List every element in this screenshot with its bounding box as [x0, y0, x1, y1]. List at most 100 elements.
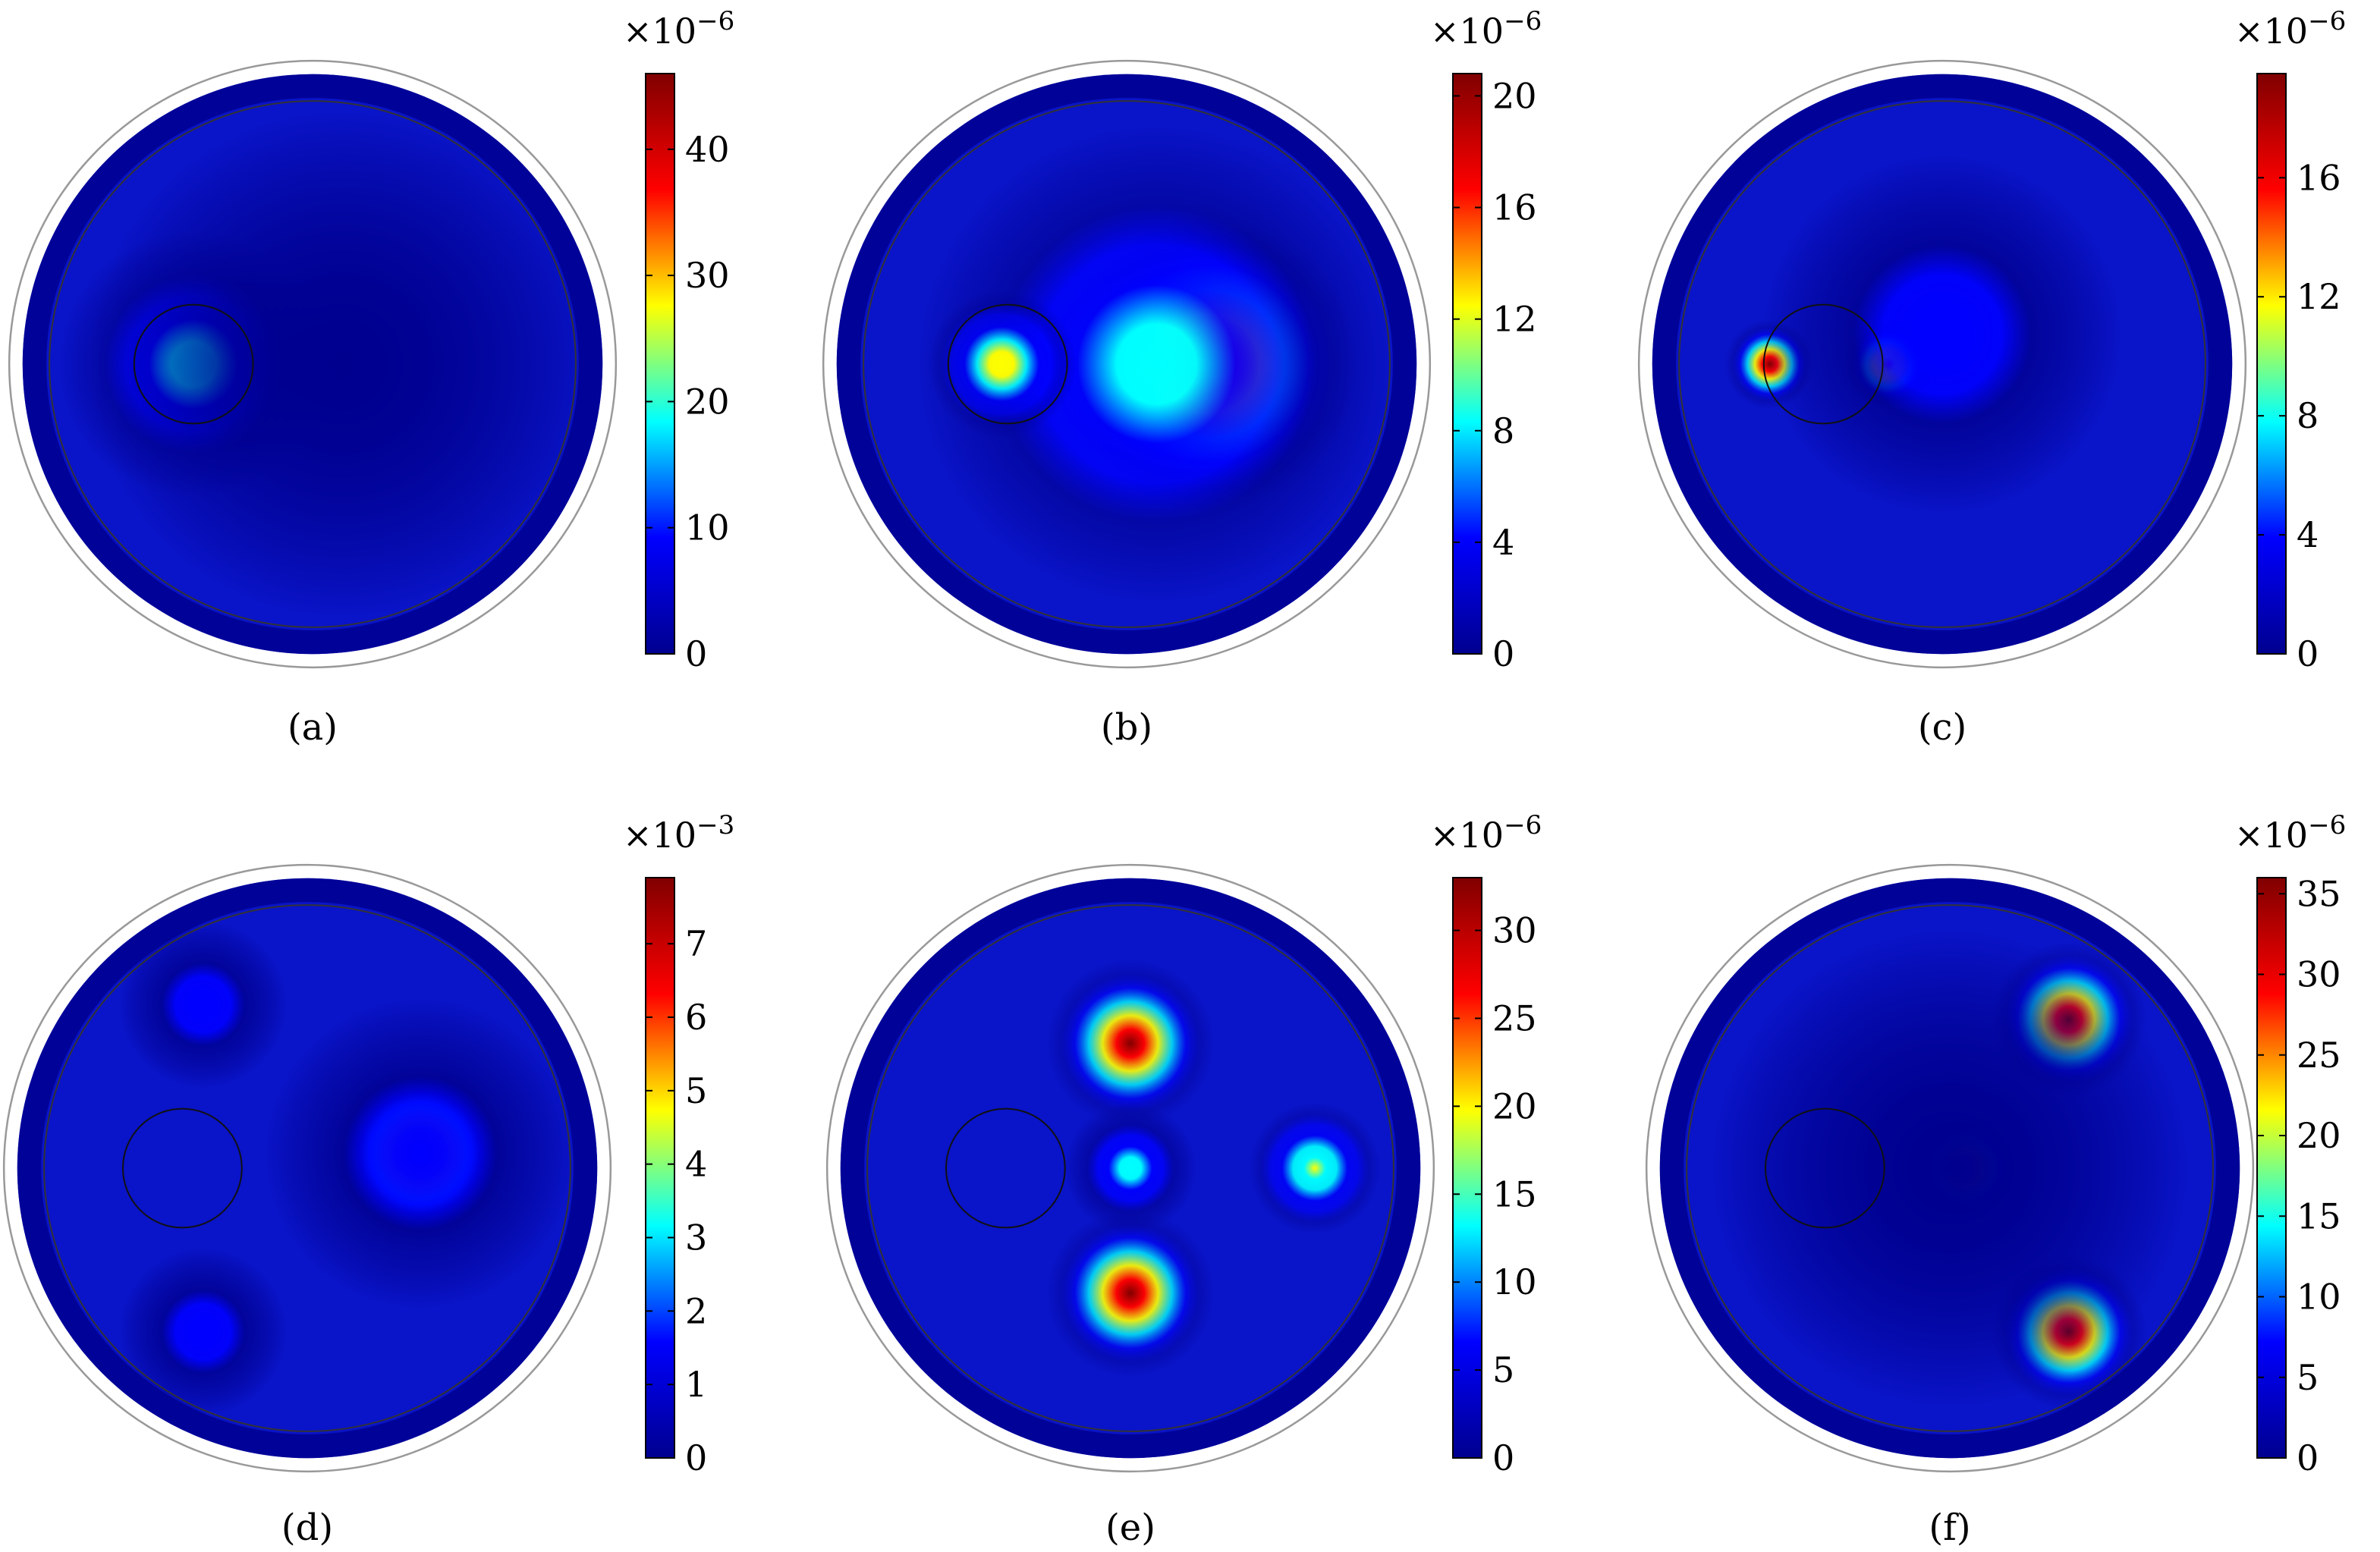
colorbar-scale	[2256, 73, 2287, 655]
field-hotspot	[1763, 156, 2121, 514]
inclusion-boundary	[133, 303, 254, 425]
colorbar-tick-label: 30	[2297, 954, 2341, 995]
colorbar-scale	[645, 877, 675, 1459]
colorbar-tick-label: 4	[1492, 522, 1514, 563]
panel-label: (d)	[281, 1506, 333, 1549]
colorbar-tick-label: 1	[685, 1364, 707, 1405]
inclusion-boundary	[947, 303, 1068, 425]
colorbar: 0 4 8 12 16 20 ×10−6	[1430, 6, 1542, 674]
colorbar-tick-label: 25	[1492, 997, 1537, 1038]
panel-e: 0 5 10 15 20 25 30 ×10−6 (e)	[825, 810, 1542, 1549]
inner-boundary	[866, 904, 1394, 1432]
field-hotspot	[266, 998, 575, 1309]
colorbar-tick-label: 0	[1492, 633, 1514, 674]
panel-f: 0 5 10 15 20 25 30 35 ×10−6 (f)	[1645, 810, 2346, 1549]
field-hotspot	[927, 290, 1077, 438]
colorbar-multiplier: ×10−6	[2234, 6, 2346, 52]
colorbar-tick-label: 10	[1492, 1261, 1537, 1302]
panel-label: (c)	[1918, 706, 1967, 749]
colorbar-tick-label: 0	[2297, 633, 2319, 674]
colorbar-multiplier: ×10−6	[1430, 6, 1542, 52]
inner-boundary	[1678, 100, 2206, 628]
field-hotspot	[1064, 1102, 1196, 1234]
colorbar-tick-label: 5	[1492, 1349, 1514, 1390]
colorbar-tick-label: 0	[685, 633, 707, 674]
field-edge	[22, 74, 603, 655]
colorbar-tick-label: 3	[685, 1217, 707, 1258]
inner-boundary	[1686, 904, 2214, 1432]
colorbar: 0 5 10 15 20 25 30 ×10−6	[1430, 810, 1542, 1478]
colorbar-tick-label: 20	[1492, 75, 1537, 116]
colorbar-tick-label: 40	[685, 129, 730, 170]
field-hotspot	[1249, 1102, 1381, 1234]
inclusion-boundary	[1764, 1107, 1885, 1229]
colorbar-tick-label: 2	[685, 1290, 707, 1331]
colorbar-tick-label: 7	[685, 923, 707, 964]
colorbar-multiplier: ×10−6	[623, 6, 734, 52]
colorbar-multiplier: ×10−6	[1430, 810, 1542, 856]
colorbar-tick-label: 16	[1492, 187, 1537, 228]
inner-boundary	[863, 100, 1391, 628]
colorbar-tick-label: 20	[685, 381, 730, 422]
field-edge	[1652, 74, 2233, 655]
outer-boundary	[8, 59, 618, 669]
field-hotspot	[918, 126, 1394, 602]
field-hotspot	[90, 111, 596, 617]
colorbar-tick-label: 15	[2297, 1195, 2341, 1236]
colorbar-multiplier: ×10−3	[623, 810, 734, 856]
field-map	[22, 74, 603, 655]
field-map	[1659, 878, 2240, 1459]
outer-boundary	[1645, 863, 2255, 1473]
field-hotspot	[1047, 960, 1214, 1127]
inclusion-boundary	[1762, 303, 1884, 425]
colorbar-scale	[645, 73, 675, 655]
field-hotspot	[1712, 930, 2188, 1406]
colorbar: 0 1 2 3 4 5 6 7 ×10−3	[623, 810, 734, 1478]
panel-label: (b)	[1101, 706, 1152, 749]
panel-b: 0 4 8 12 16 20 ×10−6 (b)	[822, 6, 1542, 749]
colorbar-tick-label: 10	[685, 507, 730, 548]
inclusion-boundary	[121, 1107, 243, 1229]
field-map	[836, 74, 1417, 655]
field-edge	[836, 74, 1417, 655]
panel-d: 0 1 2 3 4 5 6 7 ×10−3 (d)	[2, 810, 734, 1549]
inner-boundary	[43, 904, 571, 1432]
colorbar-scale	[1452, 73, 1482, 655]
outer-boundary	[825, 863, 1435, 1473]
colorbar-scale	[1452, 877, 1482, 1459]
inclusion-boundary	[945, 1107, 1066, 1229]
colorbar: 0 4 8 12 16 ×10−6	[2234, 6, 2346, 674]
colorbar: 0 5 10 15 20 25 30 35 ×10−6	[2234, 810, 2346, 1478]
colorbar-tick-label: 10	[2297, 1277, 2341, 1318]
colorbar-tick-label: 25	[2297, 1035, 2341, 1076]
colorbar-tick-label: 4	[2297, 514, 2319, 555]
field-map	[1652, 74, 2233, 655]
colorbar-multiplier: ×10−6	[2234, 810, 2346, 856]
outer-boundary	[822, 59, 1432, 669]
field-edge	[17, 878, 598, 1459]
field-map	[840, 878, 1421, 1459]
colorbar-tick-label: 16	[2297, 157, 2341, 198]
colorbar-tick-label: 8	[1492, 410, 1514, 451]
field-hotspot	[1047, 1209, 1214, 1377]
outer-boundary	[1637, 59, 2247, 669]
colorbar-tick-label: 30	[1492, 910, 1537, 951]
colorbar: 0 10 20 30 40 ×10−6	[623, 6, 734, 674]
colorbar-tick-label: 12	[1492, 299, 1537, 340]
panel-label: (a)	[288, 706, 338, 749]
colorbar-tick-label: 6	[685, 997, 707, 1038]
field-edge	[1659, 878, 2240, 1459]
colorbar-tick-label: 5	[2297, 1357, 2319, 1398]
panel-a: 0 10 20 30 40 ×10−6 (a)	[8, 6, 734, 749]
panel-label: (f)	[1929, 1506, 1970, 1549]
outer-boundary	[2, 863, 612, 1473]
colorbar-scale	[2256, 877, 2287, 1459]
colorbar-tick-label: 5	[685, 1070, 707, 1111]
panel-c: 0 4 8 12 16 ×10−6 (c)	[1637, 6, 2346, 749]
colorbar-tick-label: 20	[1492, 1085, 1537, 1126]
inner-boundary	[49, 100, 577, 628]
colorbar-tick-label: 0	[685, 1437, 707, 1478]
colorbar-tick-label: 8	[2297, 395, 2319, 436]
colorbar-tick-label: 30	[685, 255, 730, 296]
